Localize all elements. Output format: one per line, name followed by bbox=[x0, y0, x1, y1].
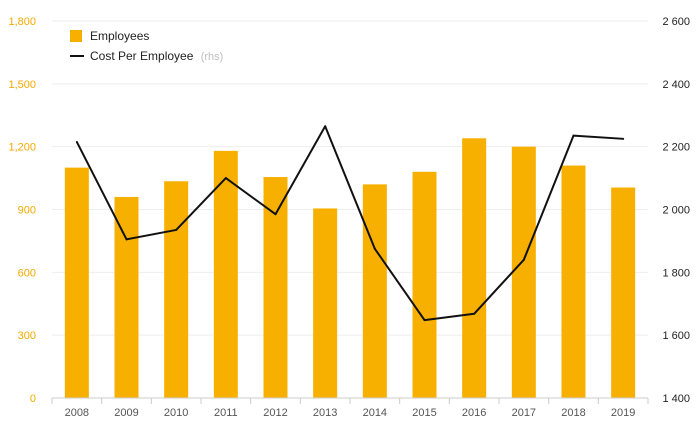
cost-point bbox=[373, 247, 376, 250]
x-tick-label: 2013 bbox=[313, 407, 337, 419]
y-right-tick-label: 2 200 bbox=[662, 142, 690, 154]
cost-point bbox=[473, 312, 476, 315]
gridlines bbox=[52, 20, 648, 336]
x-tick-label: 2019 bbox=[611, 407, 635, 419]
y-left-tick-label: 1,800 bbox=[8, 16, 36, 28]
bar-employees bbox=[213, 150, 238, 398]
x-tick-label: 2018 bbox=[561, 407, 585, 419]
cost-per-employee-line-group bbox=[75, 125, 625, 322]
cost-point bbox=[274, 213, 277, 216]
x-tick-label: 2016 bbox=[462, 407, 486, 419]
cost-point bbox=[324, 125, 327, 128]
y-right-tick-label: 1 600 bbox=[662, 330, 690, 342]
legend: Employees Cost Per Employee (rhs) bbox=[70, 29, 223, 63]
bar-employees bbox=[114, 196, 139, 398]
cost-point bbox=[75, 140, 78, 143]
x-tick-label: 2012 bbox=[263, 407, 287, 419]
cost-point bbox=[522, 258, 525, 261]
y-right-tick-label: 2 600 bbox=[662, 16, 690, 28]
bar-employees bbox=[362, 184, 387, 398]
y-left-tick-label: 1,200 bbox=[8, 142, 36, 154]
cost-point bbox=[175, 228, 178, 231]
x-tick-label: 2011 bbox=[214, 407, 238, 419]
x-tick-label: 2017 bbox=[512, 407, 536, 419]
y-right-tick-label: 2 000 bbox=[662, 205, 690, 217]
legend-swatch-employees bbox=[70, 30, 82, 42]
employees-bars bbox=[64, 138, 636, 399]
cost-point bbox=[572, 134, 575, 137]
bar-employees bbox=[561, 165, 586, 398]
y-right-tick-label: 1 400 bbox=[662, 393, 690, 405]
x-tick-label: 2015 bbox=[412, 407, 436, 419]
x-tick-label: 2014 bbox=[363, 407, 387, 419]
legend-label-cost: Cost Per Employee (rhs) bbox=[90, 49, 223, 63]
cost-per-employee-line bbox=[75, 125, 624, 322]
bar-employees bbox=[611, 187, 636, 398]
bar-employees bbox=[462, 138, 487, 399]
y-right-tick-label: 1 800 bbox=[662, 267, 690, 279]
bar-employees bbox=[164, 181, 189, 398]
bar-employees bbox=[64, 167, 89, 398]
x-tick-label: 2009 bbox=[114, 407, 138, 419]
y-left-tick-label: 0 bbox=[30, 393, 36, 405]
legend-label-cost-name: Cost Per Employee bbox=[90, 49, 194, 63]
bar-employees bbox=[511, 146, 536, 398]
legend-label-cost-rhs: (rhs) bbox=[201, 51, 224, 63]
cost-point bbox=[423, 319, 426, 322]
legend-label-employees: Employees bbox=[90, 29, 149, 43]
x-tick-label: 2010 bbox=[164, 407, 188, 419]
bar-employees bbox=[412, 171, 437, 398]
cost-point bbox=[622, 137, 625, 140]
y-left-tick-label: 300 bbox=[18, 330, 36, 342]
bar-employees bbox=[263, 177, 288, 398]
y-left-tick-label: 1,500 bbox=[8, 79, 36, 91]
y-left-tick-label: 900 bbox=[18, 205, 36, 217]
x-tick-label: 2008 bbox=[65, 407, 89, 419]
bar-employees bbox=[313, 208, 338, 398]
y-right-tick-label: 2 400 bbox=[662, 79, 690, 91]
y-left-tick-label: 600 bbox=[18, 267, 36, 279]
cost-point bbox=[125, 238, 128, 241]
cost-point bbox=[224, 177, 227, 180]
axes: 0 300 600 900 1,200 1,500 1,800 1 400 1 600 1 800… bbox=[8, 16, 690, 419]
